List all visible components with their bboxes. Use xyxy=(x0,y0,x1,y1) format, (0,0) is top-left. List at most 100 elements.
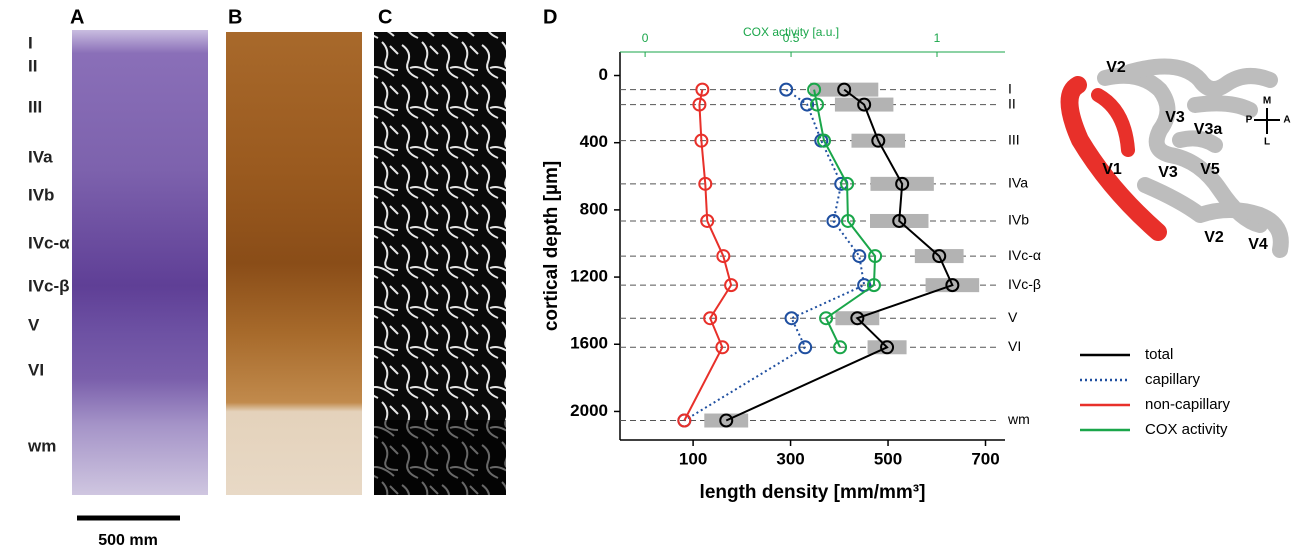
area-label: V2 xyxy=(1106,59,1126,76)
area-label: V3 xyxy=(1158,164,1178,181)
marker xyxy=(784,311,799,326)
panel-label: A xyxy=(70,6,84,28)
layer-label: I xyxy=(28,33,33,52)
marker xyxy=(716,249,731,264)
marker xyxy=(703,311,718,326)
y-tick-label: 1600 xyxy=(570,334,608,353)
layer-label: IVb xyxy=(1008,212,1029,228)
marker xyxy=(826,213,841,228)
marker xyxy=(807,82,822,97)
marker xyxy=(695,82,710,97)
layer-label: IVb xyxy=(28,185,54,204)
compass-label: A xyxy=(1283,115,1290,126)
marker xyxy=(779,82,794,97)
x-tick-label: 500 xyxy=(874,449,902,468)
marker xyxy=(892,213,907,228)
legend-label: non-capillary xyxy=(1145,396,1231,413)
series-line xyxy=(683,89,733,421)
layer-label: II xyxy=(1008,95,1016,111)
marker xyxy=(810,97,825,112)
marker xyxy=(819,311,834,326)
layer-label: VI xyxy=(28,360,44,379)
vessel-image-wm xyxy=(374,420,506,495)
marker xyxy=(866,278,881,293)
layer-label: IVc-α xyxy=(1008,247,1041,263)
layer-label: V xyxy=(28,315,40,334)
marker xyxy=(840,176,855,191)
series-line xyxy=(725,88,954,422)
layer-label: wm xyxy=(1007,411,1030,427)
panel-label: B xyxy=(228,6,242,28)
brain-map xyxy=(1097,58,1289,258)
y-tick-label: 800 xyxy=(580,199,608,218)
legend-label: total xyxy=(1145,346,1173,363)
area-label: V3a xyxy=(1194,121,1223,138)
panel-label: C xyxy=(378,6,392,28)
layer-label: V xyxy=(1008,309,1018,325)
marker xyxy=(715,340,730,355)
vessel-image xyxy=(374,32,506,495)
area-label: V1 xyxy=(1102,161,1122,178)
y-tick-label: 1200 xyxy=(570,267,608,286)
x-tick-label: 700 xyxy=(971,449,999,468)
y-tick-label: 400 xyxy=(580,132,608,151)
marker xyxy=(932,249,947,264)
compass-label: L xyxy=(1264,137,1270,148)
x2-tick-label: 0.5 xyxy=(783,31,800,45)
myelin-image xyxy=(226,32,362,495)
series-line xyxy=(813,89,877,348)
x2-tick-label: 0 xyxy=(642,31,649,45)
compass-label: P xyxy=(1246,115,1253,126)
y-axis-title: cortical depth [µm] xyxy=(541,161,562,331)
layer-label: III xyxy=(1008,131,1020,147)
x-tick-label: 300 xyxy=(776,449,804,468)
marker xyxy=(798,340,813,355)
marker xyxy=(677,413,692,428)
marker xyxy=(724,278,739,293)
v1-region xyxy=(1091,88,1135,157)
area-label: V4 xyxy=(1248,236,1268,253)
marker xyxy=(871,133,886,148)
area-label: V2 xyxy=(1204,229,1224,246)
layer-label: wm xyxy=(27,436,56,455)
y-tick-label: 2000 xyxy=(570,401,608,420)
area-label: V3 xyxy=(1165,109,1185,126)
marker xyxy=(880,340,895,355)
layer-label: III xyxy=(28,97,42,116)
compass-label: M xyxy=(1263,96,1271,107)
nissl-image xyxy=(72,30,208,495)
legend-label: capillary xyxy=(1145,371,1201,388)
layer-label: IVc-β xyxy=(1008,276,1041,292)
layer-label: IVc-β xyxy=(28,276,70,295)
marker xyxy=(692,97,707,112)
marker xyxy=(850,311,865,326)
marker xyxy=(837,82,852,97)
y-tick-label: 0 xyxy=(599,65,608,84)
marker xyxy=(857,97,872,112)
scale-bar-label: 500 mm xyxy=(98,532,158,549)
layer-label: IVc-α xyxy=(28,233,70,252)
marker xyxy=(800,97,815,112)
marker xyxy=(694,133,709,148)
x2-tick-label: 1 xyxy=(934,31,941,45)
x2-axis-title: COX activity [a.u.] xyxy=(743,25,839,39)
layer-label: IVa xyxy=(28,147,53,166)
marker xyxy=(817,133,832,148)
marker xyxy=(945,278,960,293)
series-line xyxy=(683,88,866,422)
x-axis-title: length density [mm/mm³] xyxy=(700,482,926,503)
marker xyxy=(895,176,910,191)
marker xyxy=(840,213,855,228)
marker xyxy=(698,176,713,191)
layer-label: VI xyxy=(1008,338,1021,354)
layer-label: IVa xyxy=(1008,175,1028,191)
area-label: V5 xyxy=(1200,161,1220,178)
x-tick-label: 100 xyxy=(679,449,707,468)
layer-label: I xyxy=(1008,80,1012,96)
marker xyxy=(852,249,867,264)
marker xyxy=(833,340,848,355)
legend-label: COX activity xyxy=(1145,421,1228,438)
marker xyxy=(719,413,734,428)
marker xyxy=(700,213,715,228)
